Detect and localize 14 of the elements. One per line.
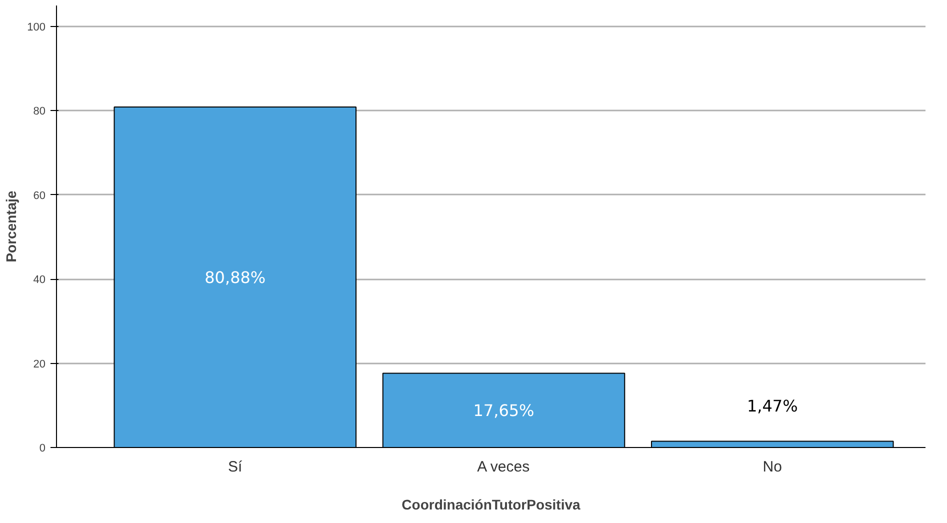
data-label: 1,47% bbox=[746, 396, 798, 416]
y-tick-label: 20 bbox=[33, 358, 46, 370]
x-tick-label: A veces bbox=[477, 458, 530, 476]
x-tick-label: No bbox=[762, 458, 782, 476]
x-axis-title: CoordinaciónTutorPositiva bbox=[402, 496, 581, 512]
y-axis-title: Porcentaje bbox=[3, 190, 20, 262]
x-tick-label: Sí bbox=[228, 458, 244, 476]
y-tick-label: 60 bbox=[33, 190, 46, 202]
y-tick-label: 80 bbox=[33, 106, 46, 118]
y-tick-label: 0 bbox=[39, 442, 46, 454]
data-label: 80,88% bbox=[204, 268, 266, 287]
data-label: 17,65% bbox=[473, 400, 534, 420]
y-tick-label: 100 bbox=[27, 22, 46, 34]
y-tick-label: 40 bbox=[33, 274, 46, 286]
